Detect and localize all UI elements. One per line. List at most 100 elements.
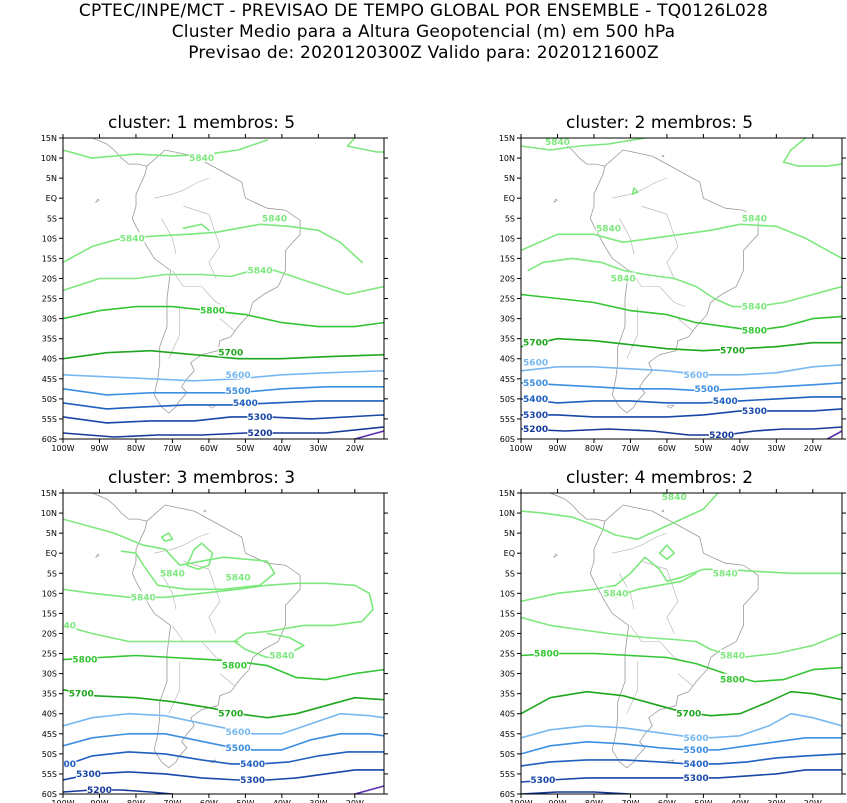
contour-5840 bbox=[346, 138, 384, 153]
lat-label: 30S bbox=[500, 670, 515, 679]
contour-5840 bbox=[631, 187, 639, 195]
contour-5840 bbox=[63, 518, 276, 591]
lat-label: 25S bbox=[42, 650, 57, 659]
contour-label-bg bbox=[522, 336, 549, 347]
contour-label-bg bbox=[719, 344, 746, 355]
lon-label: 50W bbox=[694, 799, 712, 803]
contour-label-bg bbox=[75, 767, 102, 778]
lat-label: 25S bbox=[500, 650, 515, 659]
contour-5300 bbox=[63, 769, 384, 781]
lat-label: 5S bbox=[47, 214, 57, 223]
country-border bbox=[641, 205, 679, 279]
contour-label-bg bbox=[741, 212, 768, 223]
contour-label-bg bbox=[119, 232, 145, 243]
contour-label-bg bbox=[530, 773, 556, 784]
lon-label: 90W bbox=[548, 444, 566, 453]
contour-label: 5400 bbox=[684, 760, 709, 770]
contour-label-bg bbox=[218, 707, 244, 718]
contour-label-bg bbox=[522, 376, 549, 387]
contour-5400 bbox=[63, 400, 384, 410]
contour-label: 400 bbox=[57, 760, 76, 770]
lat-label: 60S bbox=[42, 435, 57, 444]
contour-5200 bbox=[521, 791, 632, 794]
country-border bbox=[168, 306, 180, 359]
contour-label: 5300 bbox=[76, 770, 101, 780]
lon-label: 70W bbox=[621, 444, 639, 453]
contour-5600 bbox=[63, 369, 384, 382]
island bbox=[94, 553, 100, 558]
contour-label-bg bbox=[189, 152, 215, 163]
contour-5840 bbox=[63, 139, 269, 159]
contour-label: 5800 bbox=[72, 656, 97, 666]
coastline bbox=[131, 149, 301, 414]
map-frame bbox=[520, 492, 843, 795]
contour-label: 5700 bbox=[218, 349, 243, 359]
contour-label: 5400 bbox=[523, 395, 548, 405]
contour-5500 bbox=[521, 736, 842, 755]
lat-label: 15S bbox=[42, 254, 57, 263]
lat-label: 30S bbox=[500, 315, 515, 324]
lat-label: 60S bbox=[500, 435, 515, 444]
contour-5800 bbox=[521, 293, 842, 332]
contour-label: 5400 bbox=[240, 760, 265, 770]
country-border bbox=[172, 625, 228, 662]
contour-label: 5840 bbox=[596, 224, 621, 234]
lat-label: 10N bbox=[41, 154, 57, 163]
contour-label: 5840 bbox=[160, 569, 185, 579]
contour-label-bg bbox=[63, 619, 77, 630]
lon-label: 80W bbox=[585, 444, 603, 453]
island bbox=[94, 198, 100, 203]
contour-5840 bbox=[782, 138, 842, 167]
lon-label: 100W bbox=[509, 799, 532, 803]
lat-label: 35S bbox=[500, 335, 515, 344]
contour-label: 5840 bbox=[545, 138, 570, 148]
lat-label: 10N bbox=[499, 154, 515, 163]
lon-label: 80W bbox=[127, 444, 145, 453]
contour-5840 bbox=[63, 624, 239, 643]
lon-label: 50W bbox=[236, 444, 254, 453]
country-border bbox=[619, 218, 635, 255]
contour-5200 bbox=[521, 426, 842, 436]
island bbox=[552, 198, 558, 203]
contour-label: 5840 bbox=[662, 493, 687, 503]
contour-label: 5400 bbox=[713, 397, 738, 407]
contour-label-bg bbox=[741, 324, 768, 335]
contour-5840 bbox=[63, 269, 384, 296]
contour-label: 5200 bbox=[247, 429, 272, 439]
island bbox=[552, 553, 558, 558]
lat-label: 10S bbox=[500, 234, 515, 243]
lat-label: 15N bbox=[499, 489, 515, 498]
contour-label: 5600 bbox=[226, 728, 251, 738]
contour-label-bg bbox=[225, 571, 251, 582]
country-border bbox=[154, 177, 210, 199]
contour-label-bg bbox=[683, 731, 709, 742]
contour-label: 5840 bbox=[262, 214, 287, 224]
country-border bbox=[626, 306, 639, 359]
contour-5200 bbox=[63, 426, 384, 438]
contour-label-bg bbox=[719, 649, 746, 660]
contour-label: 5800 bbox=[222, 662, 247, 672]
country-border bbox=[219, 318, 235, 331]
contour-label: 5700 bbox=[218, 710, 243, 720]
contour-label: 5800 bbox=[720, 676, 745, 686]
lon-label: 100W bbox=[509, 444, 532, 453]
lat-label: 30S bbox=[42, 670, 57, 679]
lat-label: 15N bbox=[41, 489, 57, 498]
lon-label: 60W bbox=[200, 799, 218, 803]
lon-label: 30W bbox=[767, 444, 785, 453]
contour-label-bg bbox=[225, 368, 251, 379]
lat-label: 45S bbox=[500, 375, 515, 384]
contour-5100 bbox=[826, 430, 842, 439]
lon-label: 70W bbox=[163, 799, 181, 803]
contour-5500 bbox=[521, 381, 842, 392]
country-border bbox=[630, 270, 686, 307]
lon-label: 70W bbox=[621, 799, 639, 803]
panel-title-1: cluster: 1 membros: 5 bbox=[108, 113, 296, 133]
contour-label-bg bbox=[683, 368, 709, 379]
lat-label: 50S bbox=[42, 395, 57, 404]
contour-label: 5840 bbox=[611, 274, 636, 284]
contour-label-bg bbox=[610, 272, 636, 283]
contour-label: 5840 bbox=[742, 214, 767, 224]
lon-label: 60W bbox=[200, 444, 218, 453]
lat-label: 60S bbox=[500, 790, 515, 799]
